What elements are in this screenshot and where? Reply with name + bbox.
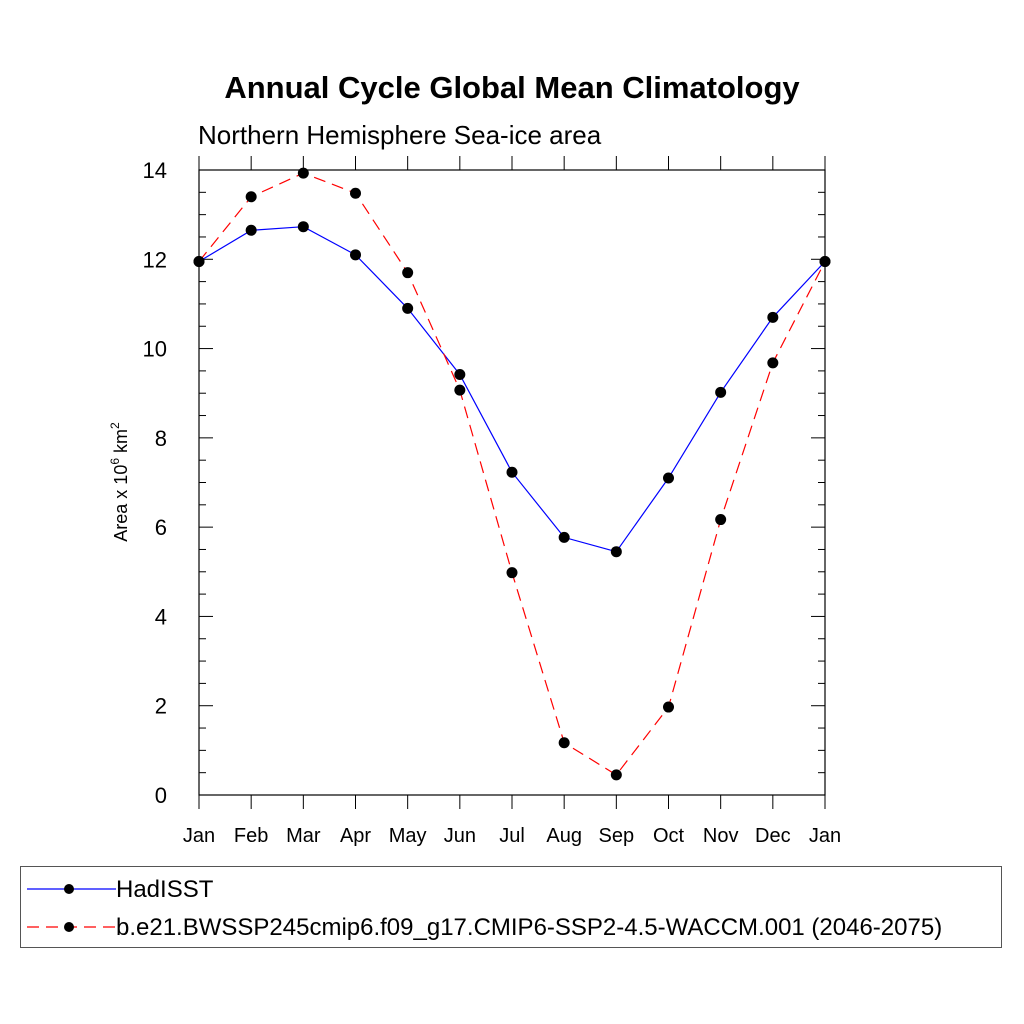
- y-axis-label: Area x 106 km2: [108, 422, 131, 542]
- x-tick-label: Mar: [286, 825, 321, 847]
- series-1-point: [506, 567, 518, 579]
- x-tick-label: Oct: [653, 825, 685, 847]
- legend-marker-waccm: [64, 922, 74, 932]
- legend-label-hadisst: HadISST: [116, 876, 214, 903]
- series-1-point: [558, 737, 570, 749]
- y-tick-label: 14: [143, 158, 167, 183]
- series-0-point: [715, 386, 727, 398]
- x-tick-label: Nov: [703, 825, 739, 847]
- x-tick-label: Jul: [499, 825, 525, 847]
- x-tick-label: Dec: [755, 825, 791, 847]
- x-tick-label: Jan: [183, 825, 215, 847]
- chart-subtitle: Northern Hemisphere Sea-ice area: [198, 120, 602, 150]
- x-tick-label: Jan: [809, 825, 841, 847]
- y-tick-label: 10: [143, 337, 167, 362]
- legend-label-waccm: b.e21.BWSSP245cmip6.f09_g17.CMIP6-SSP2-4…: [116, 914, 942, 941]
- series-1-point: [297, 167, 309, 179]
- legend: HadISST b.e21.BWSSP245cmip6.f09_g17.CMIP…: [20, 866, 1002, 948]
- x-axis: Jan Feb Mar Apr May Jun Jul Aug Sep Oct Nov Dec Jan: [183, 156, 841, 847]
- y-tick-label: 4: [155, 604, 167, 629]
- y-axis: 0 2 4 6 8 10 12 14: [143, 158, 825, 808]
- x-tick-label: Apr: [340, 825, 371, 847]
- legend-item-waccm: b.e21.BWSSP245cmip6.f09_g17.CMIP6-SSP2-4…: [27, 914, 942, 941]
- series-1-point: [819, 256, 831, 268]
- series-1-point: [350, 187, 361, 199]
- series-0-point: [402, 302, 414, 314]
- plot-border: [198, 169, 826, 796]
- y-tick-label: 12: [143, 247, 167, 272]
- series-1-point: [402, 267, 414, 279]
- plot-frame: [198, 169, 826, 796]
- series-0-point: [506, 466, 518, 478]
- series-0-point: [767, 311, 779, 323]
- legend-item-hadisst: HadISST: [27, 876, 214, 903]
- series-layer: [193, 167, 831, 781]
- series-0-point: [454, 368, 466, 380]
- series-0-point: [245, 224, 257, 236]
- series-1-point: [454, 384, 466, 396]
- series-0-point: [663, 472, 674, 484]
- series-0-point: [350, 249, 361, 261]
- series-line-0: [198, 226, 826, 553]
- x-tick-label: Jun: [444, 825, 476, 847]
- legend-marker-hadisst: [64, 884, 74, 894]
- series-0-point: [610, 546, 622, 558]
- series-1-point: [767, 357, 779, 369]
- series-0-point: [558, 531, 570, 543]
- series-1-point: [715, 514, 727, 526]
- y-tick-label: 8: [155, 426, 167, 451]
- series-1-point: [663, 701, 674, 713]
- x-tick-label: May: [389, 825, 427, 847]
- x-tick-label: Sep: [599, 825, 635, 847]
- series-0-point: [297, 221, 309, 233]
- chart-title: Annual Cycle Global Mean Climatology: [224, 70, 800, 105]
- y-tick-label: 0: [155, 783, 167, 808]
- x-tick-label: Aug: [546, 825, 582, 847]
- y-tick-label: 2: [155, 694, 167, 719]
- series-1-point: [610, 769, 622, 781]
- x-tick-label: Feb: [234, 825, 268, 847]
- series-1-point: [245, 191, 257, 203]
- series-1-point: [193, 256, 205, 268]
- y-tick-label: 6: [155, 515, 167, 540]
